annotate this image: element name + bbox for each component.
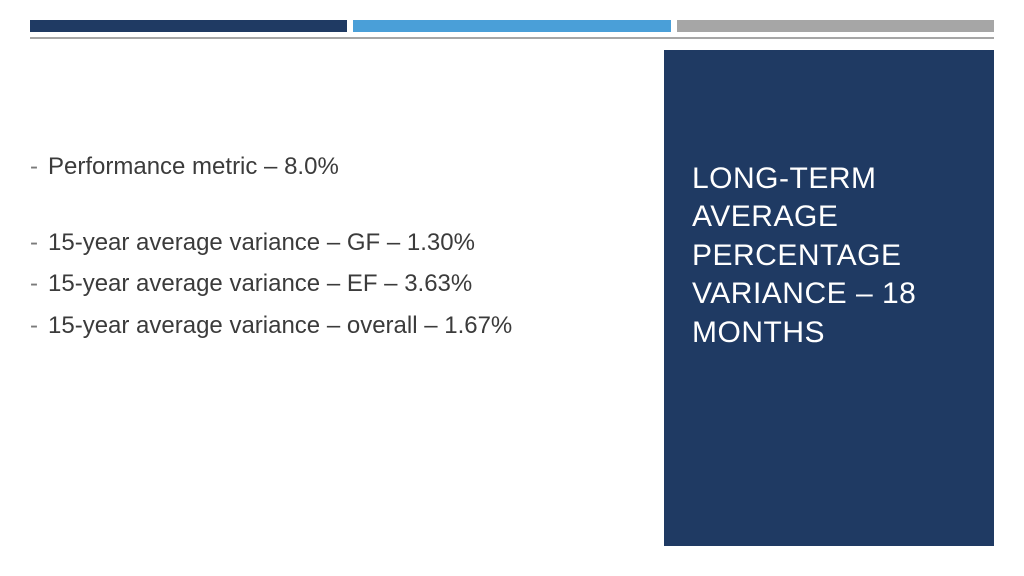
title-panel: LONG-TERM AVERAGE PERCENTAGE VARIANCE – … [664, 50, 994, 546]
bullet-text: Performance metric – 8.0% [48, 150, 339, 184]
thin-divider-line [30, 37, 994, 39]
bullet-dash-icon: - [30, 309, 48, 343]
slide: - Performance metric – 8.0% - 15-year av… [0, 0, 1024, 576]
bullet-item: - 15-year average variance – overall – 1… [30, 309, 590, 343]
stripe-segment-1 [30, 20, 347, 32]
bullet-item: - 15-year average variance – GF – 1.30% [30, 226, 590, 260]
bullet-dash-icon: - [30, 150, 48, 184]
bullet-text: 15-year average variance – overall – 1.6… [48, 309, 512, 343]
body-content: - Performance metric – 8.0% - 15-year av… [30, 150, 590, 350]
bullet-text: 15-year average variance – EF – 3.63% [48, 267, 472, 301]
top-stripe [30, 20, 994, 32]
bullet-dash-icon: - [30, 267, 48, 301]
bullet-item: - 15-year average variance – EF – 3.63% [30, 267, 590, 301]
bullet-item: - Performance metric – 8.0% [30, 150, 590, 184]
bullet-dash-icon: - [30, 226, 48, 260]
slide-title: LONG-TERM AVERAGE PERCENTAGE VARIANCE – … [692, 160, 966, 352]
stripe-segment-3 [677, 20, 994, 32]
stripe-segment-2 [353, 20, 670, 32]
bullet-group-gap [30, 192, 590, 226]
bullet-text: 15-year average variance – GF – 1.30% [48, 226, 475, 260]
